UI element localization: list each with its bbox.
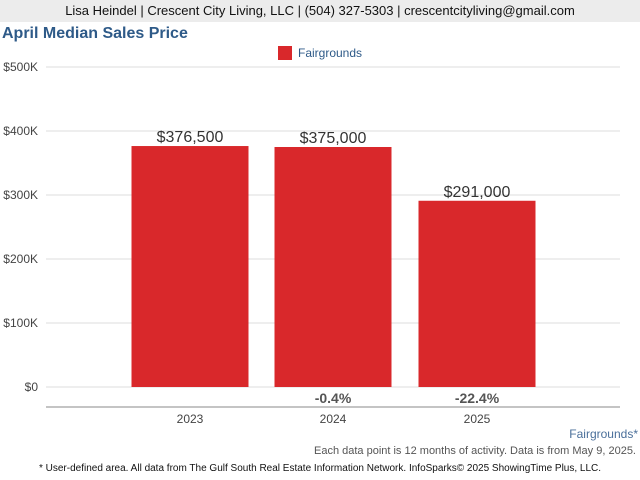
bar-2024 — [274, 147, 392, 387]
region-label[interactable]: Fairgrounds* — [569, 427, 638, 441]
y-tick-label: $400K — [3, 124, 38, 138]
legend-swatch — [278, 46, 292, 60]
y-tick-label: $300K — [3, 188, 38, 202]
value-label: $291,000 — [444, 184, 511, 201]
value-label: $376,500 — [157, 129, 224, 146]
contact-bar: Lisa Heindel | Crescent City Living, LLC… — [0, 0, 640, 22]
y-tick-label: $0 — [25, 380, 39, 394]
legend-label: Fairgrounds — [298, 46, 363, 60]
x-tick-label: 2024 — [320, 412, 347, 426]
bar-2025 — [418, 200, 536, 387]
legend[interactable]: Fairgrounds — [278, 45, 362, 61]
change-label: -22.4% — [455, 390, 500, 406]
x-tick-label: 2023 — [177, 412, 204, 426]
bar-2023 — [131, 146, 249, 387]
x-tick-label: 2025 — [464, 412, 491, 426]
value-label: $375,000 — [300, 130, 367, 147]
chart-title: April Median Sales Price — [2, 25, 188, 42]
data-note: Each data point is 12 months of activity… — [313, 445, 636, 457]
change-label: -0.4% — [315, 390, 352, 406]
disclaimer: * User-defined area. All data from The G… — [38, 463, 602, 474]
y-tick-label: $100K — [3, 316, 38, 330]
y-tick-label: $200K — [3, 252, 38, 266]
y-tick-label: $500K — [3, 60, 38, 74]
